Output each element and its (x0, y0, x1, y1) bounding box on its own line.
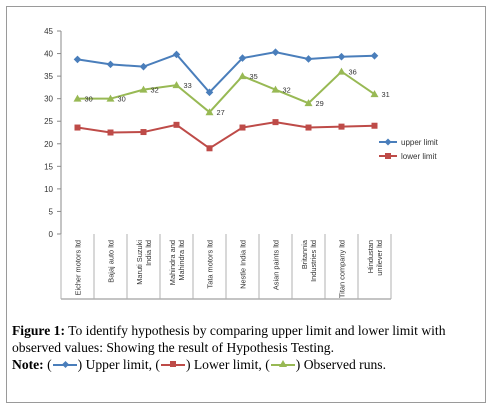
y-tick-label: 0 (49, 230, 54, 239)
data-point-marker (370, 90, 379, 98)
legend-marker (385, 153, 391, 159)
y-tick-label: 35 (44, 72, 53, 81)
y-tick-label: 5 (49, 207, 54, 216)
data-label: 36 (349, 68, 357, 77)
observed-runs-note: ) Observed runs. (295, 357, 386, 372)
series-line (77, 121, 375, 150)
observed-runs-swatch (270, 359, 296, 370)
data-point-marker (305, 124, 312, 131)
data-point-marker (238, 54, 247, 62)
data-label: 30 (118, 95, 126, 104)
data-point-marker (338, 123, 345, 130)
data-point-marker (206, 145, 213, 152)
figure-label: Figure 1: (12, 323, 65, 338)
upper-limit-swatch (52, 359, 78, 370)
data-point-marker (304, 99, 313, 107)
data-point-marker (304, 55, 313, 63)
data-label: 33 (184, 81, 192, 90)
legend-label: upper limit (401, 138, 439, 147)
y-tick-label: 40 (44, 50, 53, 59)
data-label: 27 (217, 108, 225, 117)
data-label: 30 (85, 95, 93, 104)
x-tick-label: Eicher motors ltd (74, 240, 83, 295)
data-point-marker (337, 67, 346, 75)
data-point-marker (272, 119, 279, 126)
x-tick-label: Nestle India ltd (239, 240, 248, 289)
data-label: 29 (316, 99, 324, 108)
figure-frame: 0 5 10 15 20 25 30 35 40 45 Eicher motors ltd Bajaj… (6, 6, 486, 403)
data-point-marker (271, 85, 280, 93)
data-point-marker (139, 85, 148, 93)
data-point-marker (140, 129, 147, 136)
legend-label: lower limit (401, 152, 437, 161)
x-tick-label: Titan company ltd (338, 240, 347, 298)
y-tick-label: 15 (44, 162, 53, 171)
data-point-marker (238, 72, 247, 80)
data-label: 32 (283, 86, 291, 95)
data-point-marker (73, 55, 82, 64)
x-tick-label: Mahindra andMahindra ltd (168, 240, 186, 285)
x-tick-label: BritanniaIndustries ltd (300, 239, 318, 282)
caption-text: To identify hypothesis by comparing uppe… (12, 323, 446, 355)
legend-marker (384, 138, 392, 146)
data-point-marker (107, 129, 114, 136)
y-tick-label: 45 (44, 27, 53, 36)
x-tick-label: Bajaj auto ltd (107, 240, 116, 283)
y-tick-label: 10 (44, 185, 53, 194)
data-label: 35 (250, 72, 258, 81)
data-label: 32 (151, 86, 159, 95)
lower-limit-note: ) Lower limit, ( (185, 357, 270, 372)
note-label: Note: (12, 357, 44, 372)
x-tick-label: Hindustanunilever ltd (366, 240, 384, 276)
data-point-marker (74, 124, 81, 131)
data-point-marker (271, 48, 280, 57)
upper-limit-note: ) Upper limit, ( (77, 357, 160, 372)
series-line (77, 51, 375, 94)
data-point-marker (172, 50, 181, 59)
data-point-marker (239, 124, 246, 131)
line-chart: 0 5 10 15 20 25 30 35 40 45 Eicher motors ltd Bajaj… (44, 27, 439, 300)
y-tick-label: 25 (44, 117, 53, 126)
series-line (77, 70, 376, 114)
x-tick-label: Asian paints ltd (272, 240, 281, 290)
data-label: 31 (382, 90, 390, 99)
data-point-marker (106, 94, 115, 102)
data-point-marker (172, 81, 181, 89)
data-point-marker (73, 94, 82, 102)
data-point-marker (370, 52, 379, 60)
data-point-marker (205, 108, 214, 116)
data-point-marker (173, 121, 180, 128)
data-point-marker (205, 88, 214, 97)
data-point-marker (337, 52, 346, 61)
y-tick-label: 20 (44, 140, 53, 149)
x-tick-label: Maruti SuzukiIndia ltd (135, 240, 153, 285)
data-point-marker (106, 60, 115, 69)
lower-limit-swatch (160, 359, 186, 370)
figure-caption: Figure 1: To identify hypothesis by comp… (12, 323, 446, 372)
x-tick-label: Tata motors ltd (206, 240, 215, 288)
data-point-marker (139, 62, 148, 71)
data-point-marker (371, 122, 378, 129)
y-tick-label: 30 (44, 95, 53, 104)
